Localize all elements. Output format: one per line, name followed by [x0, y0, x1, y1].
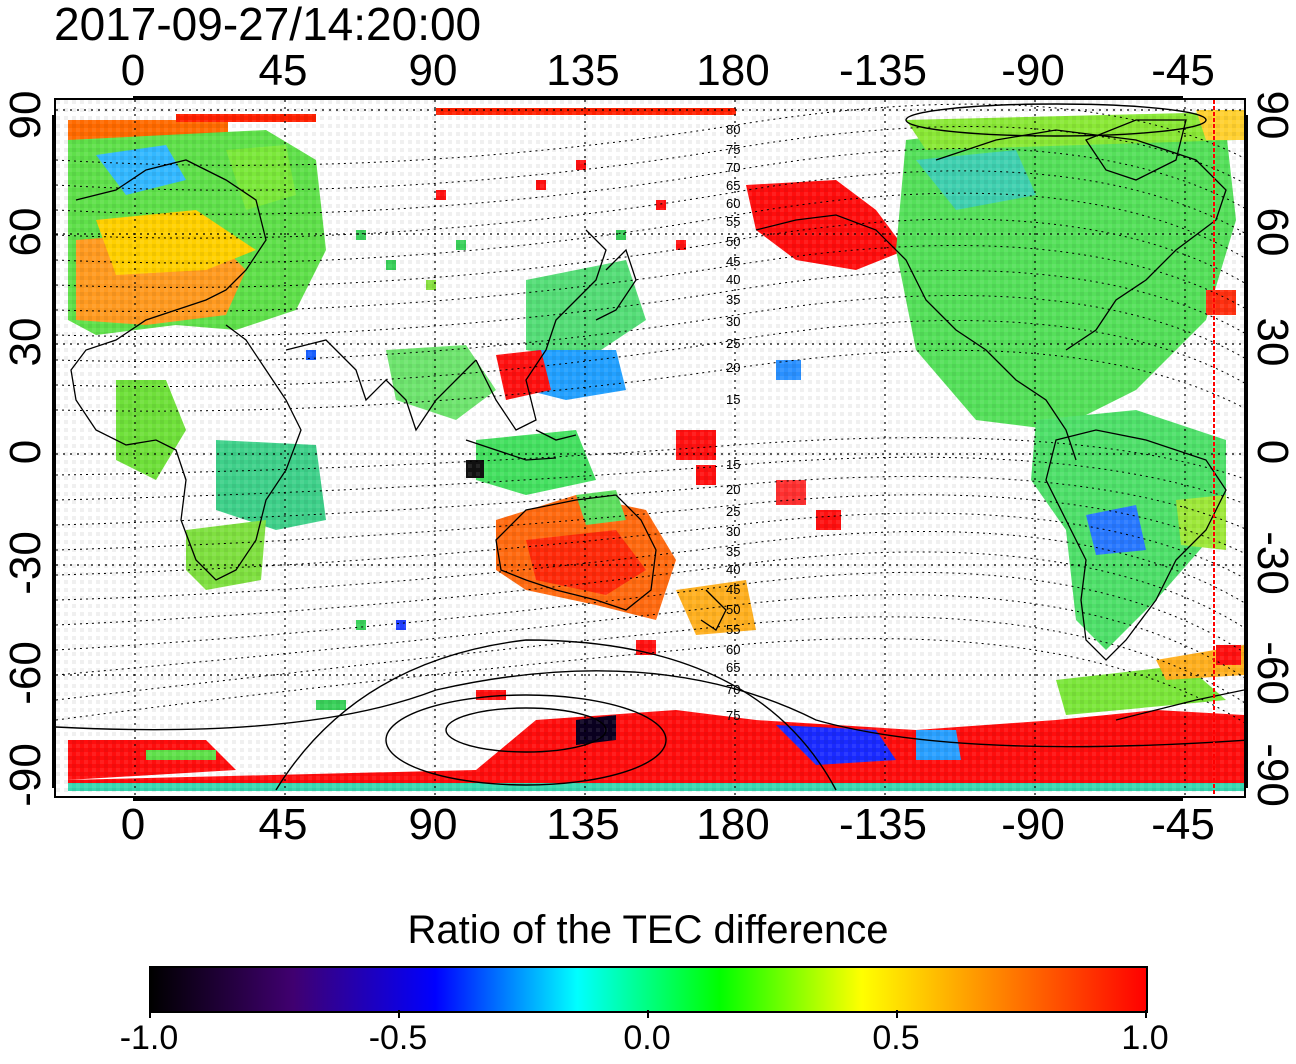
lon-label-bottom: 135	[546, 800, 620, 849]
contour-label: 70	[726, 160, 740, 175]
contour-label: 15	[726, 392, 740, 407]
contour-label: 30	[726, 314, 740, 329]
colorbar-tick	[647, 1010, 649, 1018]
magnetic-pole-contours	[56, 103, 1244, 791]
colorbar-label: 0.0	[623, 1019, 671, 1057]
lon-label-bottom: 0	[120, 800, 146, 849]
contour-label: 40	[726, 272, 740, 287]
contour-label: 30	[726, 524, 740, 539]
contour-label: 50	[726, 234, 740, 249]
lon-label-top: 135	[546, 46, 620, 95]
lat-label-right: 0	[1248, 439, 1296, 465]
colorbar-title: Ratio of the TEC difference	[407, 908, 889, 952]
tec-map-svg: 80 75 70 65 60 55 50 45 40 35 30 25 20 1…	[56, 100, 1244, 796]
lon-label-bottom: -45	[1151, 800, 1215, 849]
magnetic-latitude-contours	[56, 103, 1244, 724]
contour-label: 25	[726, 504, 740, 519]
tec-map: 80 75 70 65 60 55 50 45 40 35 30 25 20 1…	[54, 98, 1246, 798]
contour-label: 75	[726, 142, 740, 157]
lat-label-right: 60	[1248, 207, 1296, 257]
lat-label-left: 60	[1, 207, 50, 257]
contour-label: 15	[726, 457, 740, 472]
map-title: 2017-09-27/14:20:00	[54, 0, 482, 50]
contour-label: 80	[726, 122, 740, 137]
lon-label-bottom: 90	[408, 800, 458, 849]
colorbar	[149, 966, 1148, 1013]
frame-tick-bar-bottom	[733, 796, 1183, 801]
lat-label-right: -30	[1248, 531, 1296, 595]
colorbar-label: 1.0	[1121, 1019, 1169, 1057]
graticule	[56, 100, 1244, 796]
contour-label: 50	[726, 602, 740, 617]
lat-label-left: -90	[1, 743, 50, 807]
colorbar-tick	[1145, 1010, 1147, 1018]
contour-label: 35	[726, 292, 740, 307]
lat-label-right: 30	[1248, 317, 1296, 367]
lat-label-left: 0	[1, 439, 50, 465]
colorbar-label: -1.0	[119, 1019, 179, 1057]
contour-label: 25	[726, 336, 740, 351]
lon-label-top: -45	[1151, 46, 1215, 95]
colorbar-tick	[896, 1010, 898, 1018]
contour-label: 65	[726, 178, 740, 193]
lat-label-right: -90	[1248, 743, 1296, 807]
tec-data-layer	[56, 100, 1244, 796]
contour-label: 55	[726, 214, 740, 229]
lat-label-left: 30	[1, 317, 50, 367]
lon-label-bottom: -135	[838, 800, 928, 849]
colorbar-tick	[398, 1010, 400, 1018]
lon-label-top: 0	[120, 46, 146, 95]
contour-label: 60	[726, 642, 740, 657]
coastlines	[70, 119, 1244, 721]
contour-label: 20	[726, 482, 740, 497]
lat-label-left: -60	[1, 641, 50, 705]
lon-label-top: -90	[1001, 46, 1065, 95]
colorbar-label: -0.5	[368, 1019, 428, 1057]
lon-label-top: 90	[408, 46, 458, 95]
lat-label-right: 90	[1248, 90, 1296, 140]
lat-label-right: -60	[1248, 641, 1296, 705]
lat-label-left: 90	[1, 90, 50, 140]
lon-label-top: 180	[696, 46, 770, 95]
lon-label-top: -135	[838, 46, 928, 95]
lon-label-bottom: -90	[1001, 800, 1065, 849]
lon-label-bottom: 45	[258, 800, 308, 849]
contour-label: 55	[726, 622, 740, 637]
contour-label: 35	[726, 544, 740, 559]
lon-label-top: 45	[258, 46, 308, 95]
contour-label: 75	[726, 708, 740, 723]
lon-label-bottom: 180	[696, 800, 770, 849]
contour-label: 20	[726, 360, 740, 375]
contour-label: 70	[726, 682, 740, 697]
colorbar-label: 0.5	[872, 1019, 920, 1057]
contour-label: 60	[726, 196, 740, 211]
frame-tick-bar-bottom	[133, 796, 733, 801]
contour-label: 40	[726, 562, 740, 577]
contour-label: 65	[726, 660, 740, 675]
contour-label: 45	[726, 582, 740, 597]
lat-label-left: -30	[1, 531, 50, 595]
contour-label: 45	[726, 254, 740, 269]
colorbar-tick	[149, 1010, 151, 1018]
